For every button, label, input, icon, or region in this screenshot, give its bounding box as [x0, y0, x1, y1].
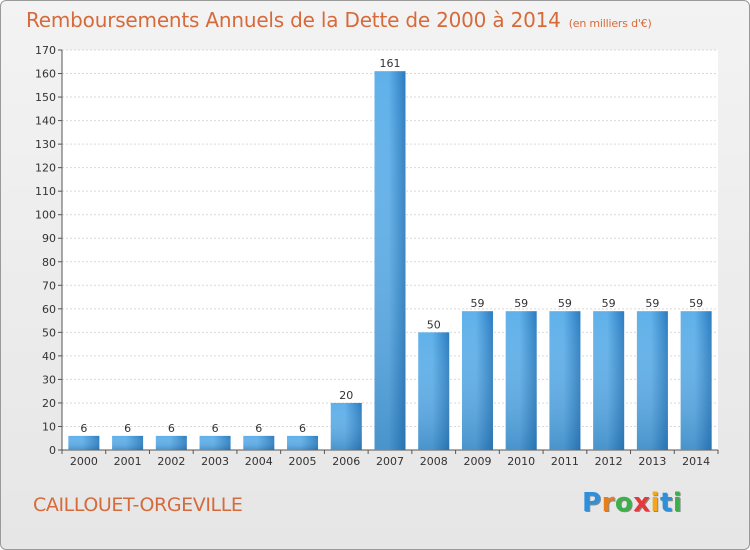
y-tick-label: 0 [49, 444, 56, 457]
bar-value-label: 6 [299, 422, 306, 435]
y-tick-label: 60 [42, 303, 56, 316]
x-tick-label: 2000 [70, 455, 98, 468]
x-tick-label: 2006 [332, 455, 360, 468]
y-tick-label: 50 [42, 326, 56, 339]
bar-shade [243, 435, 275, 450]
x-tick-label: 2003 [201, 455, 229, 468]
town-name: CAILLOUET-ORGEVILLE [33, 494, 243, 516]
y-tick-label: 110 [35, 185, 56, 198]
bar-shade [461, 311, 493, 450]
x-tick-label: 2009 [463, 455, 491, 468]
logo-letter: i [672, 488, 683, 518]
bar-value-label: 59 [558, 297, 572, 310]
bar-value-label: 6 [80, 422, 87, 435]
bar-shade [112, 435, 144, 450]
bar-value-label: 59 [514, 297, 528, 310]
bar-value-label: 59 [602, 297, 616, 310]
y-tick-label: 120 [35, 162, 56, 175]
y-tick-label: 40 [42, 350, 56, 363]
bar-value-label: 50 [427, 318, 441, 331]
bar-shade [68, 435, 100, 450]
x-tick-label: 2005 [289, 455, 317, 468]
x-tick-label: 2002 [157, 455, 185, 468]
logo-letter: i [650, 488, 660, 518]
logo-letter: x [633, 488, 651, 518]
bar-value-label: 6 [124, 422, 131, 435]
y-tick-label: 70 [42, 279, 56, 292]
bar-value-label: 59 [689, 297, 703, 310]
logo-letter: o [614, 488, 634, 518]
bar-value-label: 59 [645, 297, 659, 310]
x-tick-label: 2014 [682, 455, 710, 468]
y-tick-label: 130 [35, 138, 56, 151]
chart-title: Remboursements Annuels de la Dette de 20… [26, 8, 652, 32]
bar-shade [418, 332, 450, 450]
x-tick-label: 2001 [114, 455, 142, 468]
y-tick-label: 160 [35, 68, 56, 81]
chart-title-text: Remboursements Annuels de la Dette de 20… [26, 8, 561, 32]
bar-value-label: 6 [255, 422, 262, 435]
bar-value-label: 6 [168, 422, 175, 435]
y-tick-label: 150 [35, 91, 56, 104]
bar-shade [155, 435, 187, 450]
bar-shade [549, 311, 581, 450]
y-tick-label: 30 [42, 373, 56, 386]
bar-shade [680, 311, 712, 450]
x-tick-label: 2011 [551, 455, 579, 468]
x-tick-label: 2008 [420, 455, 448, 468]
x-tick-label: 2013 [638, 455, 666, 468]
y-tick-label: 80 [42, 256, 56, 269]
x-tick-label: 2004 [245, 455, 273, 468]
bar-shade [330, 402, 362, 450]
y-tick-label: 10 [42, 420, 56, 433]
bar-shade [505, 311, 537, 450]
bar-shade [374, 71, 406, 451]
bar-value-label: 161 [380, 57, 401, 70]
y-tick-label: 140 [35, 115, 56, 128]
bar-shade [593, 311, 625, 450]
proxiti-logo: Proxiti [582, 488, 682, 518]
bar-shade [287, 435, 319, 450]
x-tick-label: 2007 [376, 455, 404, 468]
x-tick-label: 2010 [507, 455, 535, 468]
bar-value-label: 59 [470, 297, 484, 310]
logo-letter: t [659, 488, 673, 518]
logo-letter: P [582, 488, 602, 518]
logo-letter: r [601, 488, 615, 518]
y-tick-label: 100 [35, 209, 56, 222]
y-tick-label: 20 [42, 397, 56, 410]
bar-shade [636, 311, 668, 450]
bar-shade [199, 435, 231, 450]
bar-value-label: 20 [339, 389, 353, 402]
y-tick-label: 90 [42, 232, 56, 245]
bar-value-label: 6 [212, 422, 219, 435]
y-tick-label: 170 [35, 44, 56, 57]
unit-label: (en milliers d'€) [568, 17, 652, 30]
x-tick-label: 2012 [595, 455, 623, 468]
